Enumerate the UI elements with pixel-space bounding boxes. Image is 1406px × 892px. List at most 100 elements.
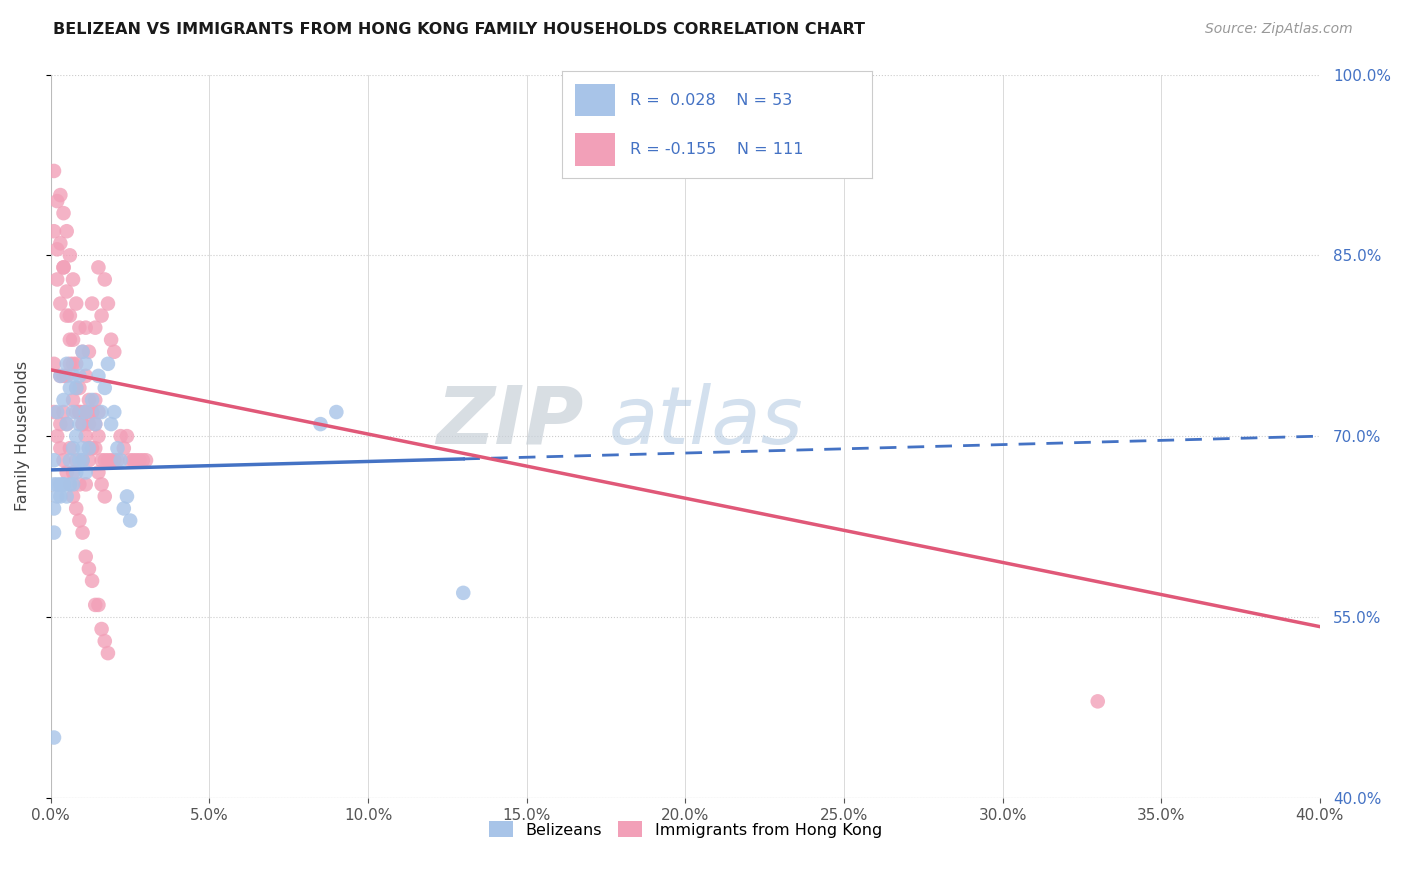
Point <box>65 296 87 310</box>
Point <box>55 309 77 323</box>
Point <box>55 417 77 431</box>
Point <box>87 598 110 612</box>
Point <box>120 514 142 528</box>
Point <box>97 357 120 371</box>
Point <box>42 501 65 516</box>
Point <box>42 164 65 178</box>
Point <box>90 405 112 419</box>
Point <box>46 242 69 256</box>
Point <box>100 453 122 467</box>
Point <box>46 272 69 286</box>
Point <box>80 296 103 310</box>
Point <box>97 453 120 467</box>
Point <box>90 477 112 491</box>
Point <box>75 320 97 334</box>
Point <box>75 477 97 491</box>
Point <box>49 236 72 251</box>
Point <box>77 453 100 467</box>
Point <box>132 453 155 467</box>
Point <box>62 405 84 419</box>
Point <box>112 441 135 455</box>
Point <box>90 453 112 467</box>
Point <box>120 453 142 467</box>
Point <box>55 466 77 480</box>
Point <box>62 477 84 491</box>
Point <box>49 490 72 504</box>
Text: Source: ZipAtlas.com: Source: ZipAtlas.com <box>1205 22 1353 37</box>
Point <box>72 441 94 455</box>
Point <box>87 260 110 275</box>
Point <box>42 405 65 419</box>
Point <box>94 381 117 395</box>
Point <box>59 441 82 455</box>
Point <box>52 405 75 419</box>
Point <box>84 441 107 455</box>
Point <box>72 417 94 431</box>
Point <box>67 381 90 395</box>
Point <box>46 405 69 419</box>
FancyBboxPatch shape <box>575 84 614 116</box>
Point <box>67 417 90 431</box>
Point <box>112 501 135 516</box>
Point <box>325 405 347 419</box>
Point <box>62 333 84 347</box>
Point <box>67 477 90 491</box>
Point <box>77 441 100 455</box>
Text: ZIP: ZIP <box>436 383 583 460</box>
Point <box>97 646 120 660</box>
FancyBboxPatch shape <box>575 134 614 166</box>
Point <box>77 562 100 576</box>
Point <box>309 417 332 431</box>
Point <box>55 357 77 371</box>
Point <box>49 188 72 202</box>
Point <box>103 344 125 359</box>
Point <box>59 477 82 491</box>
Point <box>72 344 94 359</box>
Point <box>100 333 122 347</box>
Point <box>65 429 87 443</box>
Point <box>75 549 97 564</box>
Point <box>46 490 69 504</box>
Point <box>135 453 157 467</box>
Point <box>52 477 75 491</box>
Point <box>67 405 90 419</box>
Point <box>52 392 75 407</box>
Point <box>80 441 103 455</box>
Point <box>80 392 103 407</box>
Point <box>52 260 75 275</box>
Point <box>451 586 474 600</box>
Point <box>55 368 77 383</box>
Point <box>84 392 107 407</box>
Point <box>80 405 103 419</box>
Point <box>65 357 87 371</box>
Point <box>128 453 150 467</box>
Point <box>55 490 77 504</box>
Point <box>49 477 72 491</box>
Point <box>80 405 103 419</box>
Point <box>72 453 94 467</box>
Y-axis label: Family Households: Family Households <box>15 361 30 511</box>
Point <box>42 731 65 745</box>
Point <box>52 206 75 220</box>
Text: atlas: atlas <box>609 383 804 460</box>
Point <box>84 417 107 431</box>
Point <box>75 429 97 443</box>
Point <box>87 466 110 480</box>
Point <box>115 429 138 443</box>
Point <box>65 381 87 395</box>
Point <box>87 368 110 383</box>
Point <box>42 477 65 491</box>
Point <box>55 224 77 238</box>
Point <box>77 344 100 359</box>
Point <box>62 272 84 286</box>
Point <box>62 357 84 371</box>
Point <box>72 405 94 419</box>
Point <box>94 272 117 286</box>
Point <box>65 453 87 467</box>
Point <box>100 417 122 431</box>
Point <box>55 417 77 431</box>
Point <box>75 405 97 419</box>
Point <box>52 453 75 467</box>
Point <box>49 368 72 383</box>
Point <box>62 441 84 455</box>
